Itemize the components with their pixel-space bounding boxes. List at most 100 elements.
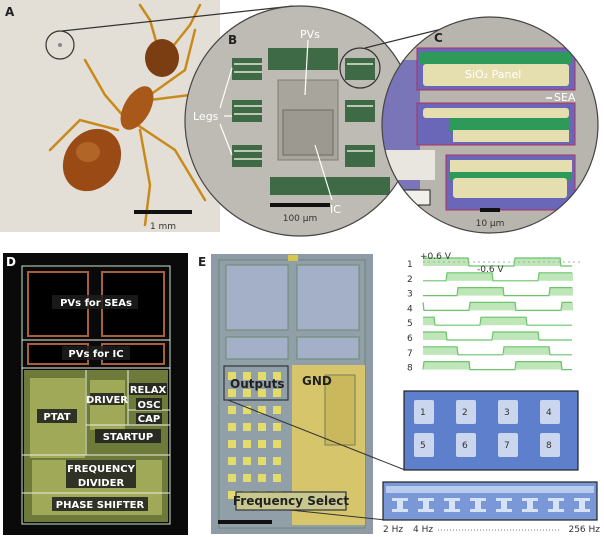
waveform-row: 5 bbox=[407, 316, 572, 329]
waveform-row-label: 4 bbox=[407, 304, 413, 314]
pad bbox=[258, 457, 266, 465]
waveform-row-label: 2 bbox=[407, 275, 413, 285]
frequency-switch bbox=[392, 498, 408, 512]
output-pad-label: 8 bbox=[546, 441, 552, 451]
panel-label-b: B bbox=[228, 33, 237, 47]
output-pads-zoom: 1 2 3 4 5 6 7 8 bbox=[403, 390, 579, 471]
output-pad bbox=[498, 433, 518, 457]
block-cap: CAP bbox=[138, 414, 160, 425]
pad bbox=[243, 457, 251, 465]
waveform-row-label: 5 bbox=[407, 319, 413, 329]
waveform-trace bbox=[423, 346, 572, 356]
output-pad-label: 2 bbox=[462, 408, 468, 418]
pad bbox=[258, 406, 266, 414]
pad bbox=[243, 389, 251, 397]
pad bbox=[258, 389, 266, 397]
block-divider: DIVIDER bbox=[78, 478, 125, 489]
waveform-row-label: 1 bbox=[407, 260, 413, 270]
waveform-trace bbox=[423, 287, 572, 297]
scale-label-a: 1 mm bbox=[150, 222, 176, 232]
pad bbox=[228, 440, 236, 448]
waveform-row-label: 6 bbox=[407, 334, 413, 344]
pad bbox=[243, 423, 251, 431]
chip-marker-circle bbox=[45, 30, 75, 60]
block-relax: RELAX bbox=[130, 385, 167, 396]
waveform-trace bbox=[422, 301, 572, 311]
panel-label-c: C bbox=[434, 31, 443, 45]
frequency-switch bbox=[548, 498, 564, 512]
block-osc: OSC bbox=[137, 400, 160, 411]
waveform-row: 8 bbox=[407, 361, 572, 374]
panel-b: B PVs Legs IC 100 µm bbox=[184, 5, 471, 237]
panel-label-d: D bbox=[6, 255, 16, 269]
label-neg-voltage: -0.6 V bbox=[477, 265, 504, 275]
block-phase-shifter: PHASE SHIFTER bbox=[56, 500, 145, 511]
output-pad-label: 4 bbox=[546, 408, 552, 418]
panel-label-e: E bbox=[198, 255, 206, 269]
pad bbox=[228, 389, 236, 397]
block-startup: STARTUP bbox=[103, 432, 154, 443]
pad bbox=[273, 406, 281, 414]
pad bbox=[258, 372, 266, 380]
panel-label-a: A bbox=[5, 5, 15, 19]
pad bbox=[258, 423, 266, 431]
output-pad bbox=[414, 400, 434, 424]
pad bbox=[273, 474, 281, 482]
pad bbox=[228, 372, 236, 380]
waveform-row-label: 7 bbox=[407, 349, 413, 359]
pad bbox=[258, 440, 266, 448]
output-pad bbox=[456, 400, 476, 424]
output-pad-label: 7 bbox=[504, 441, 510, 451]
waveform-trace bbox=[423, 316, 572, 326]
pad bbox=[228, 423, 236, 431]
panel-d: PVs for SEAs PVs for IC PTAT DRIVER RELA… bbox=[3, 253, 188, 535]
scale-label-b: 100 µm bbox=[283, 214, 318, 224]
block-frequency: FREQUENCY bbox=[67, 464, 136, 475]
block-pvs-for-ic: PVs for IC bbox=[68, 349, 123, 360]
pad bbox=[243, 440, 251, 448]
ant-head bbox=[145, 39, 179, 77]
block-ptat: PTAT bbox=[43, 412, 70, 423]
pad bbox=[228, 406, 236, 414]
pad bbox=[243, 474, 251, 482]
pad bbox=[243, 372, 251, 380]
frequency-switch bbox=[470, 498, 486, 512]
label-frequency-select: Frequency Select bbox=[233, 494, 350, 508]
waveform-row: 3 bbox=[407, 287, 574, 300]
waveform-trace bbox=[422, 361, 572, 371]
pad bbox=[228, 457, 236, 465]
label-outputs: Outputs bbox=[230, 377, 285, 391]
outputs-box bbox=[223, 365, 289, 401]
waveform-trace bbox=[423, 272, 572, 282]
output-pad bbox=[456, 433, 476, 457]
scale-label-c: 10 µm bbox=[476, 219, 505, 229]
output-pad-label: 1 bbox=[420, 408, 426, 418]
pad bbox=[258, 474, 266, 482]
panel-e: E Outputs GND Frequency Select 12345678 … bbox=[198, 252, 600, 535]
output-pad bbox=[540, 433, 560, 457]
output-pad bbox=[414, 433, 434, 457]
pad bbox=[228, 491, 236, 499]
label-freq-4hz: 4 Hz bbox=[413, 525, 433, 535]
waveform-row: 1 bbox=[407, 257, 580, 270]
label-ic: IC bbox=[330, 203, 341, 216]
panel-a: A 1 mm bbox=[0, 0, 294, 232]
pad bbox=[243, 406, 251, 414]
scale-bar bbox=[134, 210, 192, 214]
pad bbox=[273, 372, 281, 380]
frequency-switch bbox=[444, 498, 460, 512]
label-freq-256hz: 256 Hz bbox=[568, 525, 600, 535]
waveform-trace bbox=[423, 331, 572, 341]
pad bbox=[273, 423, 281, 431]
waveform-row: 6 bbox=[407, 331, 572, 344]
waveform-row-label: 8 bbox=[407, 364, 413, 374]
output-pad-label: 5 bbox=[420, 441, 426, 451]
frequency-switch bbox=[522, 498, 538, 512]
label-pvs: PVs bbox=[300, 28, 320, 41]
output-pads bbox=[228, 372, 281, 499]
pad bbox=[228, 474, 236, 482]
scale-bar-e bbox=[218, 520, 272, 524]
waveform-row: 4 bbox=[407, 301, 574, 314]
output-pad bbox=[540, 400, 560, 424]
